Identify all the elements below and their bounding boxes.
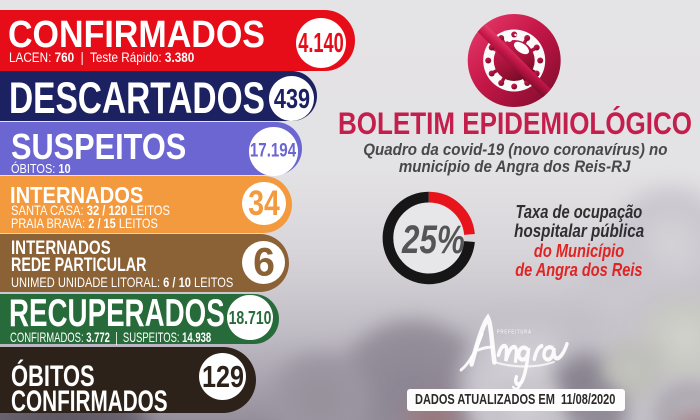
svg-text:PREFEITURA: PREFEITURA [497, 329, 532, 336]
